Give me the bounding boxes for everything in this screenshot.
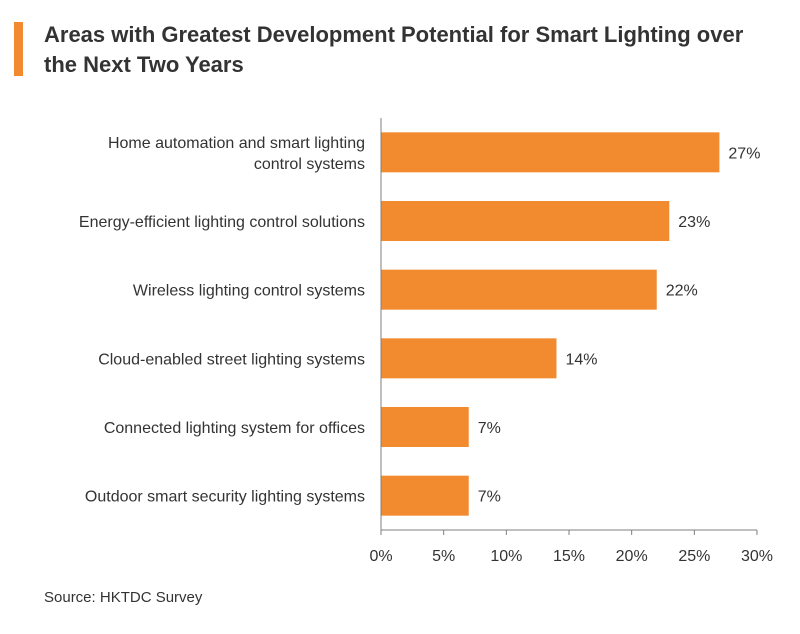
value-label: 27% [728, 145, 760, 162]
x-tick-label: 15% [553, 548, 585, 565]
bar [381, 269, 657, 310]
category-label: Wireless lighting control systems [133, 283, 365, 300]
bar [381, 475, 469, 516]
bar [381, 132, 720, 173]
title-accent-bar [14, 22, 23, 76]
category-label: Cloud-enabled street lighting systems [98, 351, 365, 368]
x-tick-label: 30% [741, 548, 773, 565]
x-tick-label: 0% [369, 548, 392, 565]
chart-title: Areas with Greatest Development Potentia… [44, 22, 744, 77]
category-label: Home automation and smart lighting contro… [108, 135, 365, 173]
x-tick-label: 20% [616, 548, 648, 565]
category-label: Outdoor smart security lighting systems [85, 489, 365, 506]
value-label: 22% [666, 283, 698, 300]
category-label: Energy-efficient lighting control soluti… [79, 214, 365, 231]
source-note: Source: HKTDC Survey [44, 589, 203, 606]
x-tick-label: 25% [678, 548, 710, 565]
bar [381, 407, 469, 447]
value-label: 7% [478, 420, 501, 437]
value-label: 7% [478, 489, 501, 506]
value-label: 14% [565, 351, 597, 368]
category-label: Connected lighting system for offices [104, 420, 365, 437]
x-tick-label: 10% [490, 548, 522, 565]
x-tick-label: 5% [432, 548, 455, 565]
value-label: 23% [678, 214, 710, 231]
bar [381, 201, 670, 241]
bar [381, 338, 557, 379]
